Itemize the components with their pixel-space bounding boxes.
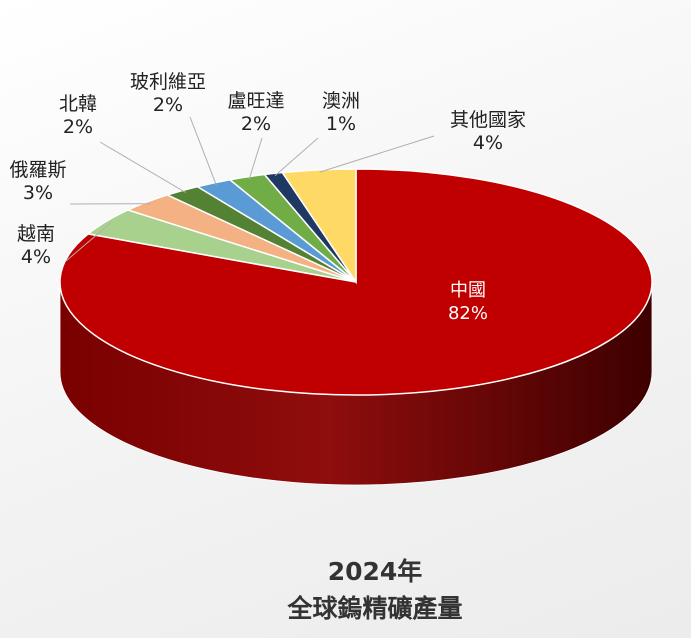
slice-value-label-7: 4% — [473, 132, 503, 154]
leader-line-5 — [248, 137, 263, 180]
slice-label-0: 中國 — [450, 280, 486, 301]
slice-label-3: 北韓 — [59, 93, 97, 115]
leader-line-3 — [99, 141, 186, 193]
pie-slice-7 — [281, 168, 357, 285]
pie-slice-0 — [59, 168, 653, 396]
slice-value-label-4: 2% — [153, 94, 183, 116]
slice-value-label-6: 1% — [326, 113, 356, 135]
leader-line-4 — [189, 116, 217, 186]
slice-label-6: 澳洲 — [322, 90, 360, 112]
slice-label-7: 其他國家 — [450, 109, 526, 131]
slice-label-2: 俄羅斯 — [9, 159, 66, 181]
leader-line-1 — [65, 222, 112, 262]
chart-title-line-2: 全球鎢精礦產量 — [286, 594, 462, 623]
slice-value-label-2: 3% — [23, 182, 53, 204]
slice-label-4: 玻利維亞 — [130, 71, 206, 93]
chart-title-line-1: 2024年 — [328, 557, 423, 586]
leader-line-7 — [319, 135, 435, 173]
slice-label-5: 盧旺達 — [227, 90, 284, 112]
slice-value-label-3: 2% — [63, 116, 93, 138]
slice-value-label-1: 4% — [21, 246, 51, 268]
slice-label-1: 越南 — [17, 223, 55, 245]
slice-value-label-5: 2% — [241, 113, 271, 135]
leader-line-6 — [274, 137, 319, 177]
slice-value-label-0: 82% — [448, 303, 488, 324]
